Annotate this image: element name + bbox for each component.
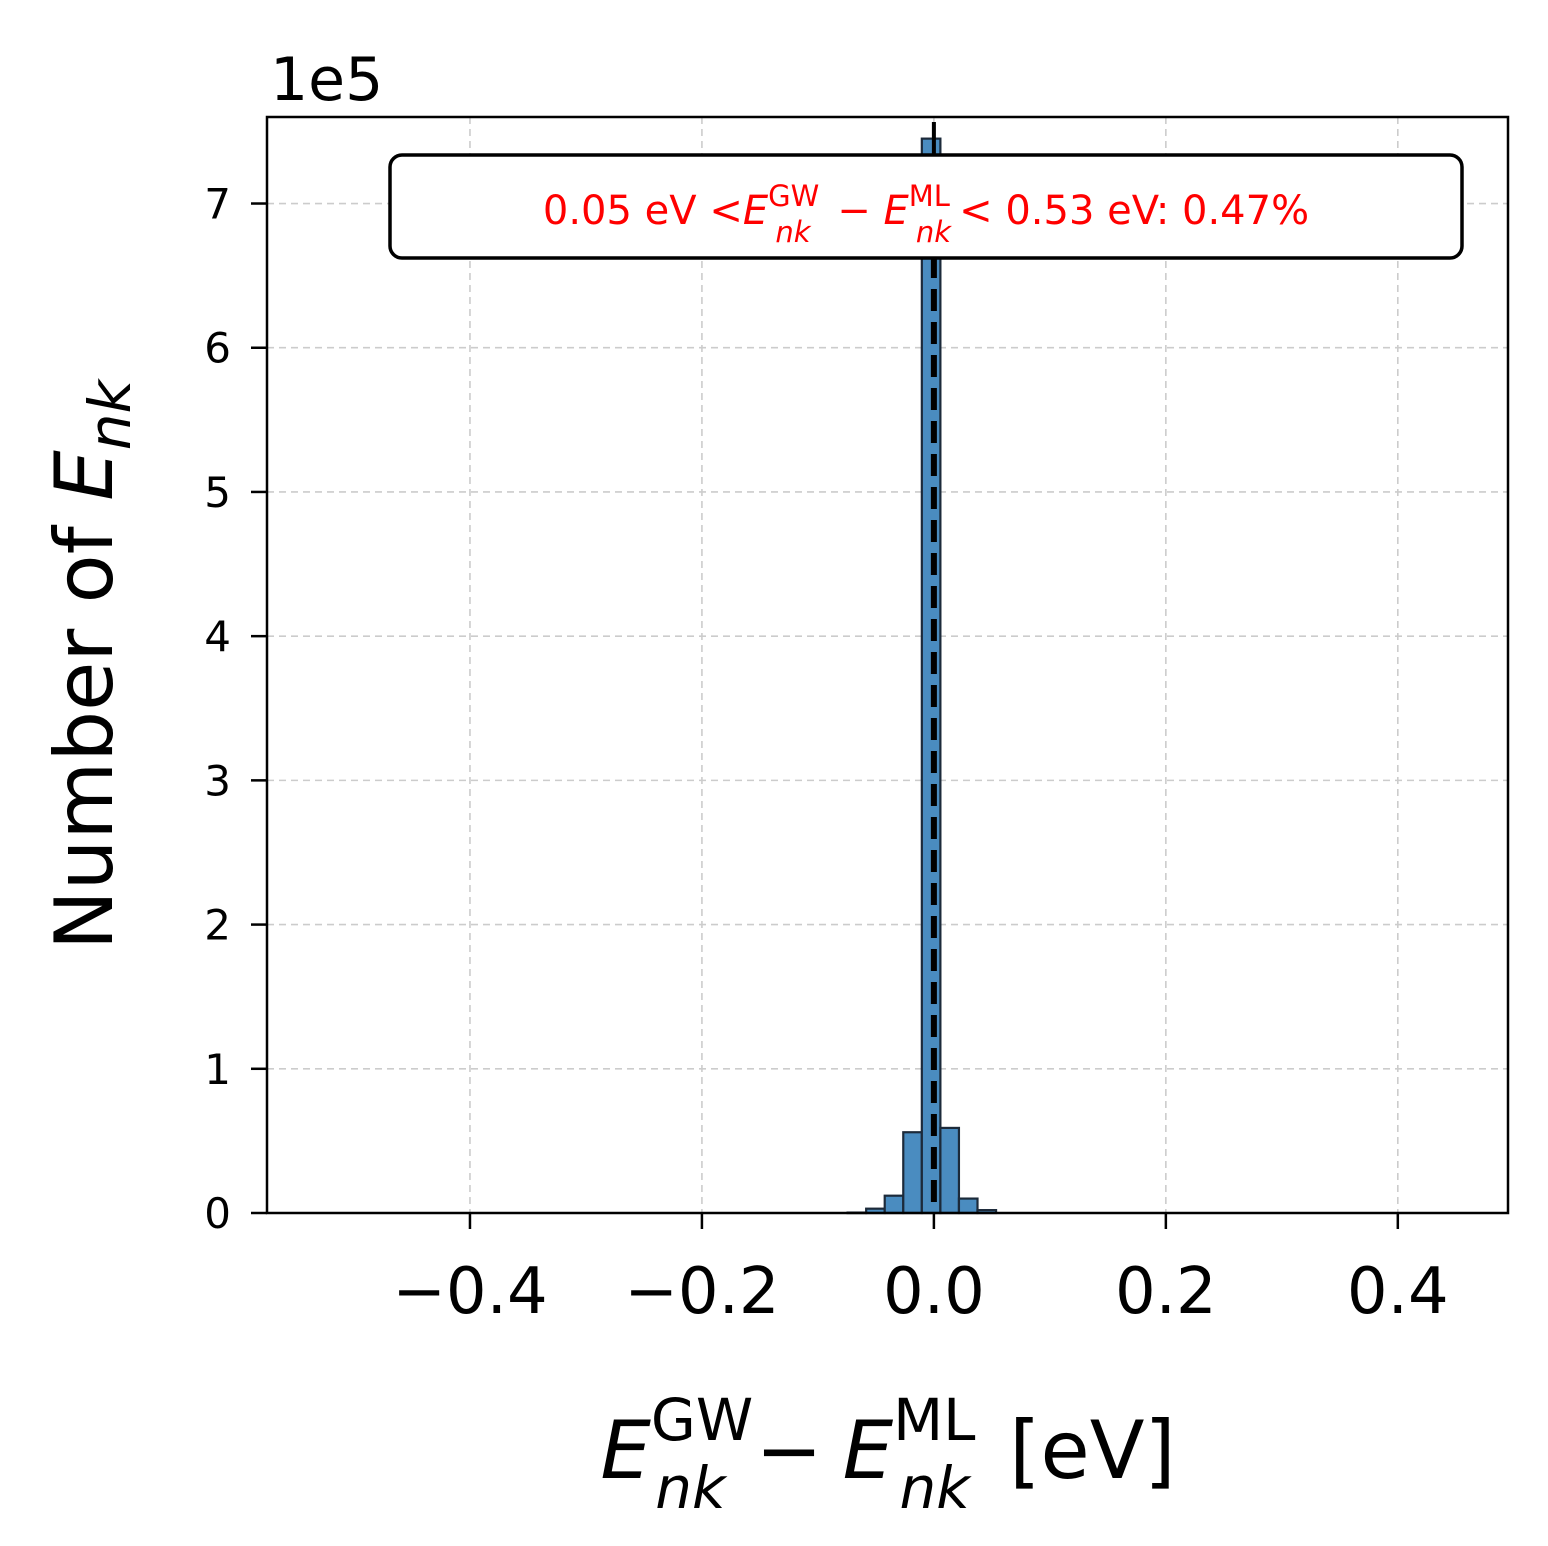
x-label-sub2: nk [899, 1454, 972, 1522]
x-tick-label-3: 0.2 [1115, 1255, 1217, 1329]
x-axis-label: EGW nk − EML nk [eV] [600, 1386, 1175, 1522]
histogram-bar-3 [902, 1131, 923, 1215]
histogram-bar-2 [883, 1194, 905, 1215]
y-tick-label-5: 5 [204, 468, 231, 517]
annotation-sub1: nk [775, 215, 811, 249]
annotation-sub2: nk [916, 215, 952, 249]
x-label-sub1: nk [655, 1454, 728, 1522]
x-axis-ticks: −0.4 −0.2 0.0 0.2 0.4 [392, 1213, 1449, 1329]
x-tick-label-0: −0.4 [392, 1255, 547, 1329]
histogram-bars [846, 137, 998, 1215]
y-label-sub: nk [76, 377, 144, 450]
x-label-e2: E [843, 1404, 894, 1497]
annotation-sup2: ML [909, 179, 950, 213]
y-tick-label-3: 3 [204, 756, 231, 805]
x-label-e1: E [600, 1404, 651, 1497]
annotation-prefix: 0.05 eV < [543, 188, 743, 234]
y-axis-label: Number of Enk [38, 377, 144, 950]
annotation-e1: E [743, 188, 769, 234]
x-tick-label-2: 0.0 [883, 1255, 985, 1329]
y-label-prefix: Number of [38, 501, 131, 950]
y-label-e: E [38, 450, 131, 501]
y-axis-ticks: 0 1 2 3 4 5 6 7 [204, 180, 267, 1238]
y-tick-label-4: 4 [204, 612, 231, 661]
y-tick-label-1: 1 [204, 1045, 231, 1094]
y-tick-label-6: 6 [204, 324, 231, 373]
x-tick-label-4: 0.4 [1347, 1255, 1449, 1329]
x-label-sup2: ML [893, 1386, 975, 1454]
plot-area-frame [265, 115, 1510, 1215]
annotation-e2: E [883, 188, 909, 234]
x-label-unit: [eV] [984, 1404, 1176, 1497]
annotation-sup1: GW [768, 179, 819, 213]
annotation-minus: − [825, 188, 884, 234]
threshold-annotation: 0.05 eV <EGW nk − EML nk < 0.53 eV: 0.47% [388, 153, 1464, 260]
x-label-minus: − [756, 1404, 823, 1497]
y-axis-offset-label: 1e5 [270, 45, 383, 115]
x-tick-label-1: −0.2 [624, 1255, 779, 1329]
y-tick-label-2: 2 [204, 901, 231, 950]
histogram-bar-6 [957, 1197, 979, 1215]
x-label-sup1: GW [651, 1386, 753, 1454]
annotation-text: 0.05 eV <EGW nk − EML nk < 0.53 eV: 0.47% [543, 179, 1309, 249]
y-tick-label-7: 7 [204, 180, 231, 229]
annotation-suffix: < 0.53 eV: 0.47% [959, 188, 1309, 234]
histogram-bar-5 [939, 1126, 961, 1215]
annotation-box [388, 153, 1464, 260]
grid-lines [267, 117, 1508, 1213]
y-tick-label-0: 0 [204, 1189, 231, 1238]
